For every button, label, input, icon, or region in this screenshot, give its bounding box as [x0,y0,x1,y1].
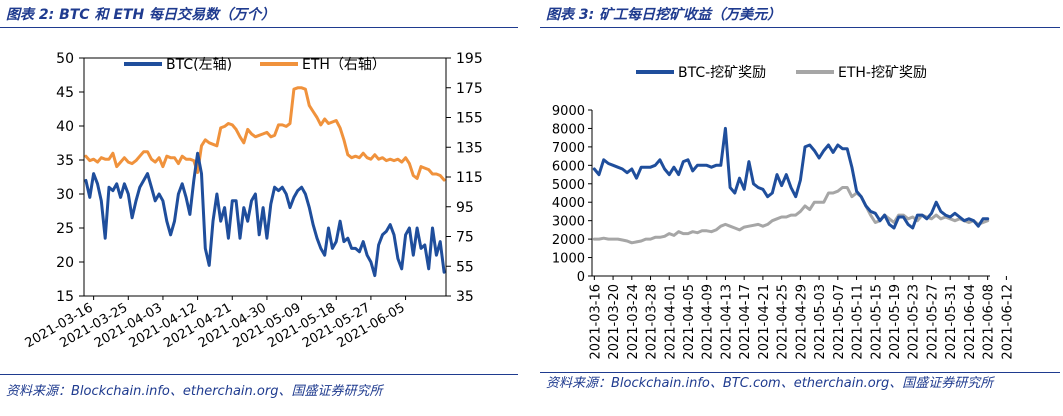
source-rule [540,372,1060,373]
y-tick-label: 5000 [552,178,585,193]
x-tick-label: 2021-05-03 [813,284,828,360]
x-tick-label: 2021-03-28 [645,284,660,360]
x-tick-label: 2021-04-01 [663,284,678,360]
x-tick-label: 2021-05-27 [925,284,940,360]
y-tick-label: 6000 [552,159,585,174]
x-tick-label: 2021-03-16 [588,284,603,360]
chart-source: 资料来源：Blockchain.info、BTC.com、etherchain.… [546,376,994,391]
plot-frame [83,57,447,297]
legend-label-eth: ETH（右轴） [302,57,386,73]
y-tick-label: 3000 [552,215,585,230]
chart-panel-miner-revenue: 图表 3: 矿工每日挖矿收益（万美元） 0 1000 2000 3000 4000 500… [540,0,1063,416]
x-tick-label: 2021-05-31 [944,284,959,360]
y-left-tick-label: 45 [56,85,74,101]
miner-revenue-chart: 0 1000 2000 3000 4000 5000 6000 7000 8000 9000 202… [552,64,1015,360]
legend-label-btc: BTC-挖矿奖励 [678,64,766,81]
x-tick-label: 2021-05-15 [869,284,884,360]
y-left-tick-label: 15 [56,289,74,305]
y-left-tick-label: 25 [56,221,74,237]
x-tick-label: 2021-04-25 [776,284,791,360]
x-tick-label: 2021-06-08 [982,284,997,360]
chart-panel-tx-count: 图表 2: BTC 和 ETH 每日交易数（万个） 15 20 25 30 35 40 45… [0,0,518,416]
y-left-tick-label: 30 [56,187,74,203]
y-left-tick-label: 35 [56,153,74,169]
source-rule [0,374,518,375]
y-right-tick-label: 55 [456,259,474,275]
x-tick-label: 2021-04-05 [682,284,697,360]
y-right-tick-label: 95 [456,200,474,216]
y-tick-label: 9000 [552,104,585,119]
x-tick-label: 2021-04-21 [757,284,772,360]
y-tick-label: 4000 [552,196,585,211]
x-tick-label: 2021-05-19 [888,284,903,360]
title-rule [540,27,1060,28]
y-tick-label: 0 [577,270,585,285]
chart-title: 图表 2: BTC 和 ETH 每日交易数（万个） [6,7,276,23]
x-tick-label: 2021-04-17 [738,284,753,360]
x-tick-label: 2021-05-23 [907,284,922,360]
y-tick-label: 7000 [552,141,585,156]
btc-series-line [84,151,446,278]
chart-source: 资料来源：Blockchain.info、etherchain.org、国盛证券… [6,384,383,399]
y-left-tick-label: 50 [56,51,74,67]
y-left-tick-label: 40 [56,119,74,135]
x-tick-label: 2021-04-29 [794,284,809,360]
x-tick-label: 2021-04-09 [701,284,716,360]
y-left-tick-label: 20 [56,255,74,271]
y-tick-label: 1000 [552,252,585,267]
x-tick-label: 2021-03-20 [607,284,622,360]
y-tick-label: 2000 [552,233,585,248]
btc-reward-line [592,126,990,230]
tx-count-chart: 1520253035404550355575951151351551751952… [23,51,483,351]
y-right-tick-label: 135 [456,140,483,156]
eth-series-line [84,86,446,182]
x-tick-label: 2021-05-07 [832,284,847,360]
y-right-tick-label: 195 [456,51,483,67]
x-tick-label: 2021-05-11 [851,284,866,360]
legend-label-btc: BTC(左轴) [166,57,232,73]
x-tick-label: 2021-06-12 [1000,284,1015,360]
y-tick-label: 8000 [552,122,585,137]
title-rule [0,27,518,28]
legend-label-eth: ETH-挖矿奖励 [838,64,927,81]
x-tick-label: 2021-03-24 [626,284,641,360]
x-tick-label: 2021-06-04 [963,284,978,360]
y-right-tick-label: 35 [456,289,474,305]
y-right-tick-label: 115 [456,170,483,186]
y-right-tick-label: 75 [456,230,474,246]
y-right-tick-label: 155 [456,111,483,127]
x-tick-label: 2021-04-13 [719,284,734,360]
chart-title: 图表 3: 矿工每日挖矿收益（万美元） [546,7,782,23]
y-right-tick-label: 175 [456,81,483,97]
